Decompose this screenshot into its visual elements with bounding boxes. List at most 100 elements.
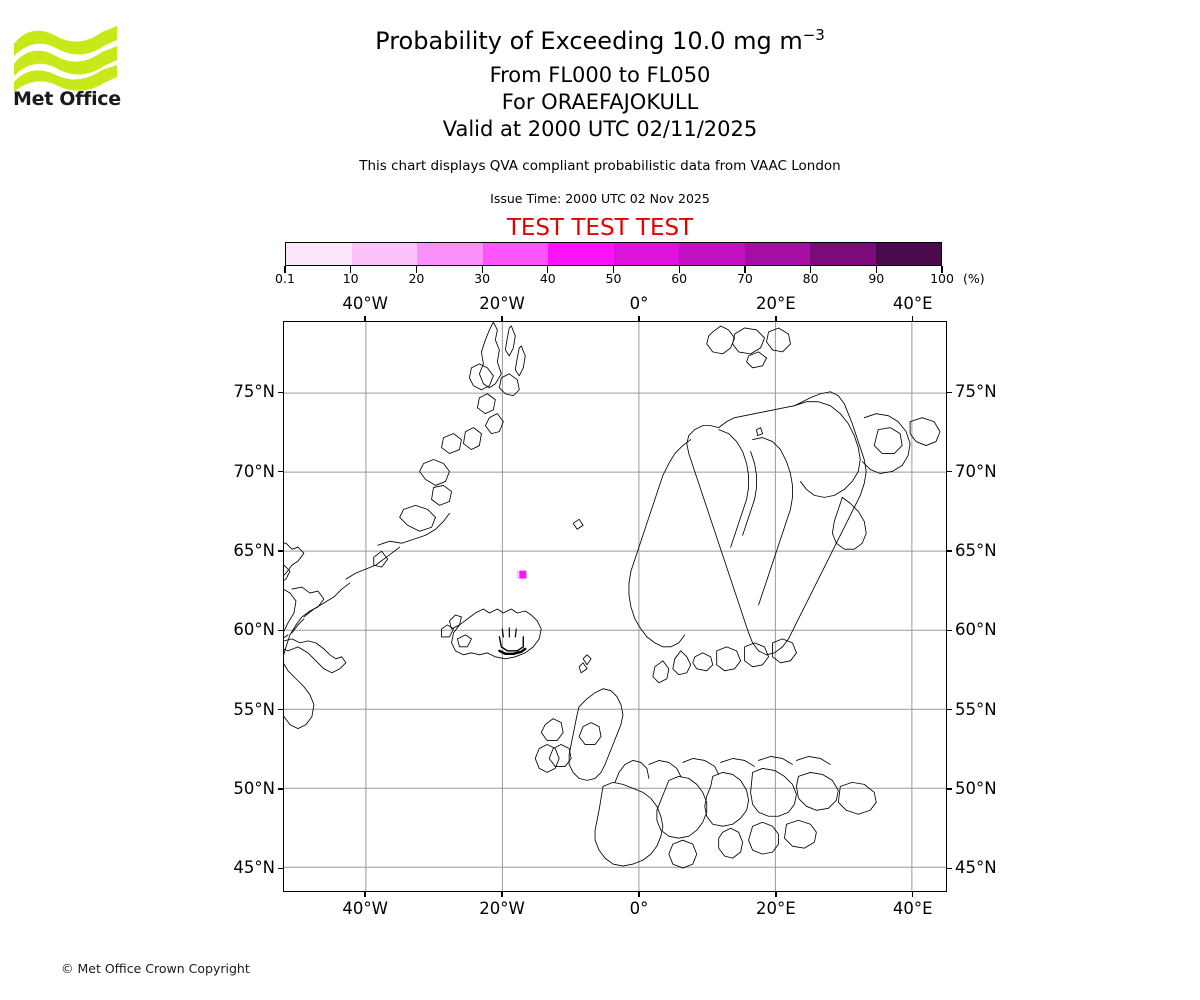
lat-label-left-60°N: 60°N	[233, 620, 275, 640]
issue-time-label: Issue Time: 2000 UTC 02 Nov 2025	[490, 191, 710, 206]
page-title: Probability of Exceeding 10.0 mg m−3	[0, 26, 1200, 56]
probability-colorbar: 0.1 10 20 30 40 50 60 70 80 90 100	[275, 242, 954, 286]
ash-plume-overlay	[516, 570, 527, 579]
met-office-logo-text: Met Office	[13, 88, 121, 110]
lon-tick-top-20°E	[775, 316, 777, 321]
map-plot-area	[283, 321, 947, 892]
colorbar-label-80: 80	[802, 271, 819, 286]
colorbar-band-0	[286, 243, 352, 265]
lon-label-top-20°W: 20°W	[479, 294, 525, 313]
colorbar-tick-0.1	[284, 266, 286, 273]
colorbar-label-10: 10	[342, 271, 359, 286]
lat-label-left-45°N: 45°N	[233, 858, 275, 878]
colorbar-band-2	[417, 243, 483, 265]
lon-label-bottom-20°E: 20°E	[756, 899, 796, 918]
map-canvas	[284, 322, 946, 891]
lat-label-left-75°N: 75°N	[233, 382, 275, 402]
page-title-superscript: −3	[802, 26, 825, 44]
met-office-logo	[12, 18, 122, 113]
colorbar-tick-100	[941, 266, 943, 273]
lon-tick-bottom-40°W	[364, 892, 366, 897]
lat-tick-left-60°N	[278, 629, 283, 631]
subtitle-valid-time: Valid at 2000 UTC 02/11/2025	[442, 117, 758, 141]
lat-tick-left-70°N	[278, 470, 283, 473]
lon-label-top-0°: 0°	[629, 294, 649, 313]
subtitle-flight-levels: From FL000 to FL050	[489, 63, 711, 87]
lat-tick-right-55°N	[947, 708, 952, 711]
colorbar-label-50: 50	[605, 271, 622, 286]
lon-tick-bottom-20°E	[775, 892, 777, 897]
lat-label-right-50°N: 50°N	[955, 778, 997, 798]
page-title-text: Probability of Exceeding 10.0 mg m	[375, 27, 803, 55]
colorbar-label-20: 20	[408, 271, 425, 286]
colorbar-tick-90	[875, 266, 877, 273]
colorbar-tick-30	[481, 266, 483, 273]
colorbar-band-5	[613, 243, 679, 265]
colorbar-tick-60	[678, 266, 680, 273]
lat-tick-right-60°N	[947, 629, 952, 631]
test-banner: TEST TEST TEST	[506, 215, 694, 241]
colorbar-tick-40	[547, 266, 549, 273]
colorbar-bands	[285, 242, 942, 266]
colorbar-tick-10	[350, 266, 352, 273]
colorbar-band-4	[548, 243, 614, 265]
colorbar-band-1	[351, 243, 417, 265]
lat-label-right-65°N: 65°N	[955, 540, 997, 560]
lon-label-top-20°E: 20°E	[756, 294, 796, 313]
lat-tick-right-75°N	[947, 391, 952, 394]
lon-tick-bottom-20°W	[501, 892, 503, 897]
lon-tick-top-20°W	[501, 316, 503, 321]
lat-tick-left-55°N	[278, 708, 283, 711]
lat-label-left-50°N: 50°N	[233, 778, 275, 798]
lat-tick-left-75°N	[278, 391, 283, 394]
lat-tick-right-50°N	[947, 788, 952, 790]
lon-label-bottom-0°: 0°	[629, 899, 649, 918]
colorbar-tick-80	[810, 266, 812, 273]
qva-compliance-note: This chart displays QVA compliant probab…	[359, 158, 841, 174]
colorbar-label-70: 70	[736, 271, 753, 286]
lat-tick-left-45°N	[278, 867, 283, 869]
colorbar-tick-20	[415, 266, 418, 273]
colorbar-label-0.1: 0.1	[275, 271, 295, 286]
lat-label-left-70°N: 70°N	[233, 461, 275, 481]
colorbar-tick-70	[744, 266, 746, 273]
lat-label-left-65°N: 65°N	[233, 540, 275, 560]
colorbar-band-8	[810, 243, 876, 265]
lat-tick-right-65°N	[947, 550, 952, 552]
lat-label-right-75°N: 75°N	[955, 382, 997, 402]
colorbar-label-40: 40	[539, 271, 556, 286]
lat-tick-left-50°N	[278, 788, 283, 790]
lon-tick-top-40°E	[912, 316, 914, 321]
lon-tick-top-0°	[638, 316, 640, 321]
ash-plume-cell-1	[519, 570, 527, 579]
lon-tick-top-40°W	[364, 316, 366, 321]
colorbar-label-90: 90	[868, 271, 885, 286]
colorbar-tick-50	[612, 266, 615, 273]
lat-label-left-55°N: 55°N	[233, 699, 275, 719]
colorbar-label-60: 60	[671, 271, 688, 286]
lat-label-right-45°N: 45°N	[955, 858, 997, 878]
colorbar-band-6	[679, 243, 745, 265]
lon-label-bottom-40°E: 40°E	[892, 899, 933, 918]
colorbar-label-30: 30	[474, 271, 491, 286]
subtitle-volcano: For ORAEFAJOKULL	[501, 90, 699, 114]
colorbar-band-9	[875, 243, 941, 265]
lon-label-bottom-20°W: 20°W	[479, 899, 525, 918]
lat-tick-right-45°N	[947, 867, 952, 869]
lat-tick-left-65°N	[278, 550, 283, 552]
lat-label-right-70°N: 70°N	[955, 461, 997, 481]
lon-label-bottom-40°W: 40°W	[342, 899, 388, 918]
colorbar-label-100: 100	[930, 271, 954, 286]
lon-tick-bottom-0°	[638, 892, 640, 897]
lon-tick-bottom-40°E	[912, 892, 914, 897]
copyright-notice: © Met Office Crown Copyright	[61, 961, 250, 976]
lon-label-top-40°W: 40°W	[342, 294, 388, 313]
colorbar-units-label: (%)	[963, 271, 985, 286]
colorbar-band-3	[482, 243, 548, 265]
lat-label-right-55°N: 55°N	[955, 699, 997, 719]
colorbar-tick-labels: 0.1 10 20 30 40 50 60 70 80 90 100	[275, 271, 954, 287]
lon-label-top-40°E: 40°E	[892, 294, 933, 313]
colorbar-ticks	[284, 266, 943, 274]
lat-tick-right-70°N	[947, 470, 952, 473]
lat-label-right-60°N: 60°N	[955, 620, 997, 640]
